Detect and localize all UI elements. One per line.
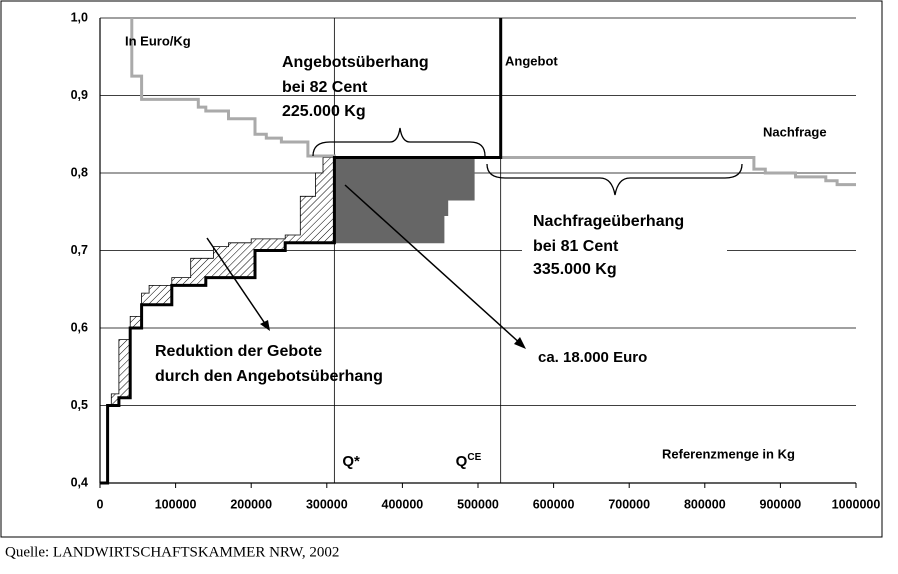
brace: [312, 127, 486, 157]
annotation: Nachfrage: [763, 124, 827, 139]
annotation: Nachfrageüberhang: [533, 213, 684, 230]
x-tick-label: 200000: [230, 497, 272, 511]
y-tick-label: 0,4: [71, 475, 88, 489]
annotation: In Euro/Kg: [125, 33, 191, 48]
x-tick-label: 900000: [760, 497, 802, 511]
reference-label: QCE: [456, 452, 482, 470]
x-tick-label: 500000: [457, 497, 499, 511]
line: [130, 18, 856, 187]
frame: [0, 0, 883, 538]
arrow-head: [514, 337, 526, 349]
annotation: ca. 18.000 Euro: [538, 349, 647, 366]
annotation: 225.000 Kg: [282, 103, 366, 120]
annotation: Referenzmenge in Kg: [662, 446, 795, 461]
arrow-head: [260, 320, 270, 331]
area: [334, 157, 475, 244]
y-tick-label: 0,9: [71, 88, 88, 102]
label-backdrop: [522, 240, 727, 260]
annotation: Angebot: [505, 53, 558, 68]
annotation: Reduktion der Gebote: [155, 343, 322, 360]
y-tick-label: 0,7: [71, 243, 88, 257]
arrow: [344, 184, 523, 346]
arrow: [206, 237, 269, 329]
x-tick-label: 1000000: [832, 497, 881, 511]
annotation: bei 81 Cent: [533, 238, 619, 255]
source: Quelle: LANDWIRTSCHAFTSKAMMER NRW, 2002: [5, 544, 339, 560]
x-tick-label: 300000: [306, 497, 348, 511]
annotation: Angebotsüberhang: [282, 54, 429, 71]
x-tick-label: 600000: [533, 497, 575, 511]
y-tick-label: 1,0: [71, 10, 88, 24]
y-tick-label: 0,5: [71, 398, 88, 412]
x-tick-label: 800000: [684, 497, 726, 511]
brace: [486, 163, 743, 196]
x-tick-label: 700000: [608, 497, 650, 511]
annotation: 335.000 Kg: [533, 261, 617, 278]
x-tick-label: 400000: [382, 497, 424, 511]
x-tick-label: 0: [97, 497, 104, 511]
annotation: durch den Angebotsüberhang: [155, 368, 383, 385]
y-tick-label: 0,6: [71, 320, 88, 334]
annotation: bei 82 Cent: [282, 79, 368, 96]
line: [100, 18, 503, 485]
y-tick-label: 0,8: [71, 165, 88, 179]
reference-label: Q*: [342, 453, 360, 470]
x-tick-label: 100000: [155, 497, 197, 511]
